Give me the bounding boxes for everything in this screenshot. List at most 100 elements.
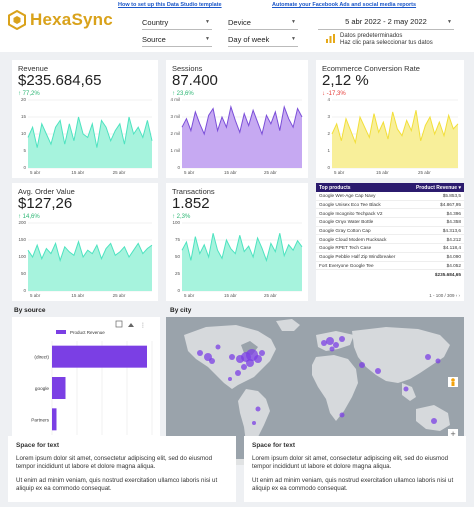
table-row[interactable]: Google Unisex Eco Tee Black $4.867,95 [316, 201, 464, 210]
sparkline-area [28, 117, 152, 168]
chevron-down-icon: ▼ [291, 36, 296, 42]
product-revenue: $4.118,4 [443, 245, 461, 251]
product-revenue: $4.052 [446, 262, 461, 268]
day-of-week-filter[interactable]: Day of week ▼ [228, 33, 298, 47]
x-tick-label: 15 abr [376, 170, 389, 175]
automate-reports-link[interactable]: Automate your Facebook Ads and social me… [272, 2, 417, 8]
y-tick-label: 0 [327, 165, 330, 170]
sparkline-line [27, 116, 153, 148]
x-tick-label: 25 abr [264, 170, 277, 175]
x-tick-label: 25 abr [418, 170, 431, 175]
bar-direct[interactable] [52, 345, 147, 368]
x-tick-label: 5 abr [184, 170, 195, 175]
x-tick-label: 15 abr [71, 293, 85, 298]
y-tick-label: 0 [23, 288, 26, 293]
text-card-paragraph: Lorem ipsum dolor sit amet, consectetur … [252, 455, 449, 470]
y-tick-label: 10 [20, 131, 26, 136]
x-tick-label: 25 abr [112, 170, 126, 175]
y-tick-label: 50 [20, 271, 26, 276]
source-filter[interactable]: Source ▼ [142, 33, 212, 47]
product-revenue: $5.853,5 [442, 193, 461, 199]
device-filter[interactable]: Device ▼ [228, 16, 298, 30]
sort-icon[interactable] [115, 320, 123, 328]
template-setup-link[interactable]: How to set up this Data Studio template [118, 2, 222, 8]
x-tick-label: 25 abr [264, 293, 277, 298]
table-row[interactable]: Google Gray Cotton Cap $4.313,6 [316, 227, 464, 236]
date-range-text: 5 abr 2022 - 2 may 2022 [345, 17, 427, 26]
y-tick-label: 150 [18, 237, 26, 242]
pagination[interactable]: 1 - 100 / 309 ‹ › [429, 293, 460, 298]
product-name: Google Cloud Modern Rucksack [319, 236, 387, 242]
product-revenue: $4.090 [446, 254, 461, 260]
x-tick-label: 15 abr [224, 293, 237, 298]
day-of-week-filter-label: Day of week [228, 35, 270, 44]
y-tick-label: 3 [327, 114, 330, 119]
chevron-right-icon[interactable]: › [458, 293, 461, 298]
y-tick-label: 200 [18, 220, 26, 225]
table-row[interactable]: Google RPET Tech Case $4.118,4 [316, 244, 464, 253]
table-header: Top products Product Revenue ▾ [316, 183, 464, 192]
y-tick-label: 20 [20, 97, 26, 102]
top-products-table: Top products Product Revenue ▾ Google We… [316, 183, 464, 301]
data-source-selector[interactable]: Datos predeterminados Haz clic para sele… [326, 33, 466, 47]
table-row[interactable]: Google Pebble Half Zip Windbreaker $4.090 [316, 253, 464, 262]
kpi-label: Ecommerce Conversion Rate [322, 64, 420, 73]
text-card-right: Space for text Lorem ipsum dolor sit ame… [244, 436, 466, 502]
kpi-label: Sessions [172, 64, 203, 73]
table-row[interactable]: Google Cloud Modern Rucksack $4.212 [316, 235, 464, 245]
chevron-left-icon[interactable]: ‹ [455, 293, 459, 298]
table-row[interactable]: Google Wet-Age Cap Navy $5.853,5 [316, 192, 464, 201]
logo: HexaSync [8, 10, 113, 30]
sparkline-line [331, 110, 459, 145]
text-card-paragraph: Lorem ipsum dolor sit amet, consectetur … [16, 455, 213, 470]
column-header-revenue[interactable]: Product Revenue ▾ [415, 184, 461, 191]
pagination-text: 1 - 100 / 309 [429, 293, 455, 298]
by-city-title: By city [170, 307, 192, 314]
chevron-down-icon: ▼ [205, 19, 210, 25]
city-bubbles [197, 336, 441, 425]
x-tick-label: 5 abr [30, 170, 41, 175]
kpi-card-revenue: Revenue $235.684,65 ↑ 77,2% 20 15 10 5 0 5 abr 15… [12, 60, 158, 178]
product-name: Google Gray Cotton Cap [319, 228, 371, 234]
total-value: $235.684,65 [434, 272, 461, 278]
logo-text: HexaSync [30, 10, 113, 29]
bar-google[interactable] [52, 377, 66, 399]
kpi-value: $235.684,65 [18, 72, 102, 89]
product-name: Google Incognito Techpack V2 [319, 210, 383, 216]
chevron-down-icon: ▼ [447, 19, 452, 25]
product-name: Google Wet-Age Cap Navy [319, 193, 376, 199]
text-card-left: Space for text Lorem ipsum dolor sit ame… [8, 436, 236, 502]
y-tick-label: 100 [18, 254, 26, 259]
table-row[interactable]: Fort Everyone Google Tee $4.052 [316, 262, 464, 271]
text-card-paragraph: Ut enim ad minim veniam, quis nostrud ex… [252, 477, 454, 492]
column-header-product[interactable]: Top products [319, 184, 351, 191]
text-card-title: Space for text [16, 442, 59, 449]
chevron-down-icon: ▼ [291, 19, 296, 25]
export-icon[interactable] [128, 323, 134, 327]
zoom-in-icon: + [450, 430, 456, 438]
more-options-icon[interactable]: ⋮ [140, 322, 146, 329]
kpi-sparkline [27, 222, 153, 292]
product-revenue: $4.358 [446, 219, 461, 225]
category-label: (direct) [34, 355, 49, 360]
y-tick-label: 4 mil [170, 97, 180, 102]
table-row[interactable]: Google Onyx Water Bottle $4.358 [316, 218, 464, 227]
y-tick-label: 15 [20, 114, 26, 119]
category-label: google [35, 386, 49, 391]
country-filter[interactable]: Country ▼ [142, 16, 212, 30]
y-tick-label: 50 [174, 254, 180, 259]
y-tick-label: 0 [177, 288, 180, 293]
y-tick-label: 3 mil [170, 114, 180, 119]
bar-partners[interactable] [52, 408, 57, 431]
date-range-picker[interactable]: 5 abr 2022 - 2 may 2022 ▼ [318, 16, 454, 30]
table-row[interactable]: Google Incognito Techpack V2 $4.396 [316, 209, 464, 219]
y-tick-label: 1 [327, 148, 330, 153]
header-bar: HexaSync How to set up this Data Studio … [0, 0, 474, 52]
y-tick-label: 2 [327, 131, 330, 136]
product-name: Google RPET Tech Case [319, 245, 372, 251]
y-tick-label: 4 [327, 97, 330, 102]
category-label: Partners [31, 417, 49, 422]
country-filter-label: Country [142, 18, 169, 27]
product-name: Fort Everyone Google Tee [319, 262, 374, 268]
kpi-sparkline [331, 99, 459, 169]
